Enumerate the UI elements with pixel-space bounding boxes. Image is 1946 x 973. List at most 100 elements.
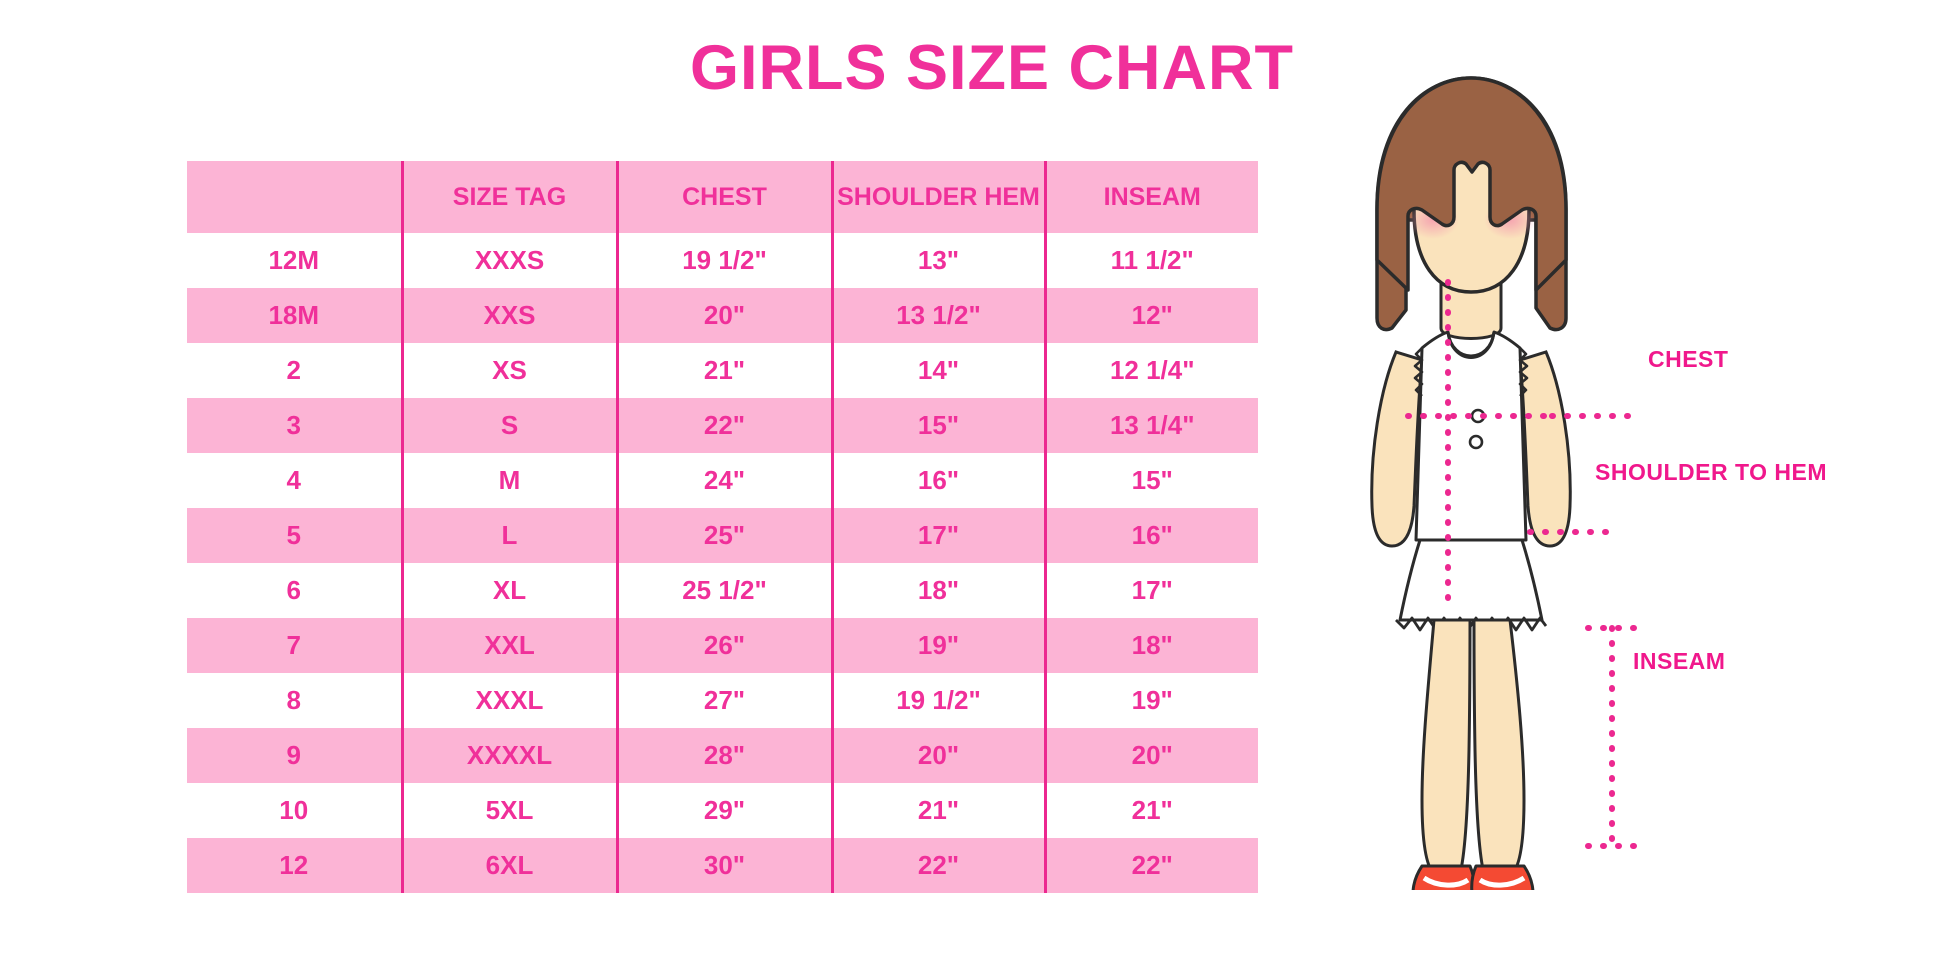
table-row: 2 XS 21" 14" 12 1/4" — [187, 343, 1258, 398]
cell-inseam: 19" — [1045, 673, 1258, 728]
cell-inseam: 11 1/2" — [1045, 233, 1258, 288]
cell-size: 12 — [187, 838, 404, 893]
cell-shoulder-hem: 13" — [832, 233, 1047, 288]
cell-size-tag: S — [402, 398, 619, 453]
cell-inseam: 12" — [1045, 288, 1258, 343]
right-leg-shape — [1472, 618, 1526, 876]
illustration-label-shoulder-to-hem: SHOULDER TO HEM — [1595, 459, 1827, 485]
cell-chest: 26" — [617, 618, 834, 673]
cell-inseam: 22" — [1045, 838, 1258, 893]
cell-shoulder-hem: 18" — [832, 563, 1047, 618]
cell-chest: 22" — [617, 398, 834, 453]
cell-shoulder-hem: 22" — [832, 838, 1047, 893]
table-header: SIZE TAG CHEST SHOULDER HEM INSEAM — [187, 161, 1258, 233]
skirt-shape — [1398, 538, 1544, 622]
cell-inseam: 20" — [1045, 728, 1258, 783]
cell-size-tag: XXS — [402, 288, 619, 343]
cell-size: 3 — [187, 398, 404, 453]
cell-size: 10 — [187, 783, 404, 838]
cell-size: 7 — [187, 618, 404, 673]
table-header-row: SIZE TAG CHEST SHOULDER HEM INSEAM — [187, 161, 1258, 233]
cell-inseam: 21" — [1045, 783, 1258, 838]
illustration-label-inseam: INSEAM — [1633, 648, 1726, 674]
cell-shoulder-hem: 19" — [832, 618, 1047, 673]
table-row: 18M XXS 20" 13 1/2" 12" — [187, 288, 1258, 343]
table-row: 10 5XL 29" 21" 21" — [187, 783, 1258, 838]
cell-size-tag: L — [402, 508, 619, 563]
cell-chest: 19 1/2" — [617, 233, 834, 288]
cell-chest: 25" — [617, 508, 834, 563]
blouse-ruffle-right — [1518, 347, 1529, 397]
table-row: 5 L 25" 17" 16" — [187, 508, 1258, 563]
table-row: 8 XXXL 27" 19 1/2" 19" — [187, 673, 1258, 728]
cell-size-tag: XXL — [402, 618, 619, 673]
cell-shoulder-hem: 19 1/2" — [832, 673, 1047, 728]
cell-shoulder-hem: 16" — [832, 453, 1047, 508]
column-header-inseam: INSEAM — [1103, 182, 1201, 211]
cell-size-tag: M — [402, 453, 619, 508]
button-lower — [1468, 434, 1484, 450]
cell-size-tag: XS — [402, 343, 619, 398]
left-shoe-strap — [1422, 875, 1470, 888]
left-arm-shape — [1370, 350, 1424, 548]
cell-inseam: 17" — [1045, 563, 1258, 618]
blouse-shape — [1414, 330, 1528, 542]
cell-inseam: 12 1/4" — [1045, 343, 1258, 398]
cell-chest: 24" — [617, 453, 834, 508]
illustration-label-chest: CHEST — [1648, 346, 1729, 372]
table-body: 12M XXXS 19 1/2" 13" 11 1/2" 18M XXS 20"… — [187, 233, 1258, 893]
table-row: 12 6XL 30" 22" 22" — [187, 838, 1258, 893]
cell-size: 4 — [187, 453, 404, 508]
cell-size: 2 — [187, 343, 404, 398]
cell-shoulder-hem: 15" — [832, 398, 1047, 453]
girl-figure-svg — [1370, 76, 1637, 890]
cell-size: 8 — [187, 673, 404, 728]
cell-chest: 20" — [617, 288, 834, 343]
cell-inseam: 13 1/4" — [1045, 398, 1258, 453]
cell-shoulder-hem: 20" — [832, 728, 1047, 783]
cell-size: 5 — [187, 508, 404, 563]
cell-inseam: 15" — [1045, 453, 1258, 508]
table-row: 7 XXL 26" 19" 18" — [187, 618, 1258, 673]
column-header-size-tag: SIZE TAG — [402, 161, 619, 233]
left-leg-shape — [1420, 618, 1472, 876]
skirt-ruffle-hem — [1395, 616, 1548, 632]
cell-shoulder-hem: 17" — [832, 508, 1047, 563]
cell-size-tag: XXXS — [402, 233, 619, 288]
cell-size-tag: 6XL — [402, 838, 619, 893]
cell-chest: 30" — [617, 838, 834, 893]
cell-shoulder-hem: 21" — [832, 783, 1047, 838]
right-shoe-strap — [1478, 875, 1526, 888]
cell-chest: 25 1/2" — [617, 563, 834, 618]
girl-figure-illustration — [1330, 60, 1710, 890]
right-arm-shape — [1518, 350, 1572, 548]
column-header-shoulder-hem: SHOULDER HEM — [832, 161, 1047, 233]
blouse-ruffle-left — [1413, 347, 1424, 397]
table-row: 6 XL 25 1/2" 18" 17" — [187, 563, 1258, 618]
table-row: 3 S 22" 15" 13 1/4" — [187, 398, 1258, 453]
column-header-size — [187, 161, 404, 233]
table-row: 9 XXXXL 28" 20" 20" — [187, 728, 1258, 783]
hair-bangs-shape — [1375, 76, 1568, 292]
column-header-chest: CHEST — [617, 161, 834, 233]
cell-shoulder-hem: 13 1/2" — [832, 288, 1047, 343]
size-chart-table: SIZE TAG CHEST SHOULDER HEM INSEAM 12M X… — [187, 161, 1258, 893]
cell-size: 18M — [187, 288, 404, 343]
table-row: 4 M 24" 16" 15" — [187, 453, 1258, 508]
cell-shoulder-hem: 14" — [832, 343, 1047, 398]
cell-inseam: 18" — [1045, 618, 1258, 673]
cell-chest: 21" — [617, 343, 834, 398]
cell-inseam: 16" — [1045, 508, 1258, 563]
page-title: GIRLS SIZE CHART — [690, 33, 1295, 103]
cell-size-tag: XXXXL — [402, 728, 619, 783]
cell-chest: 29" — [617, 783, 834, 838]
cell-size: 9 — [187, 728, 404, 783]
cell-size-tag: XXXL — [402, 673, 619, 728]
size-chart-table-container: SIZE TAG CHEST SHOULDER HEM INSEAM 12M X… — [187, 161, 1258, 893]
cell-chest: 28" — [617, 728, 834, 783]
cell-size-tag: 5XL — [402, 783, 619, 838]
cell-size-tag: XL — [402, 563, 619, 618]
cell-size: 12M — [187, 233, 404, 288]
cell-size: 6 — [187, 563, 404, 618]
